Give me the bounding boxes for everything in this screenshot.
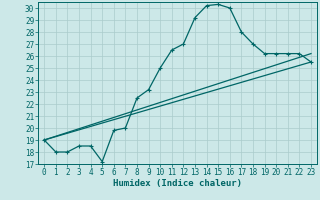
X-axis label: Humidex (Indice chaleur): Humidex (Indice chaleur) [113, 179, 242, 188]
